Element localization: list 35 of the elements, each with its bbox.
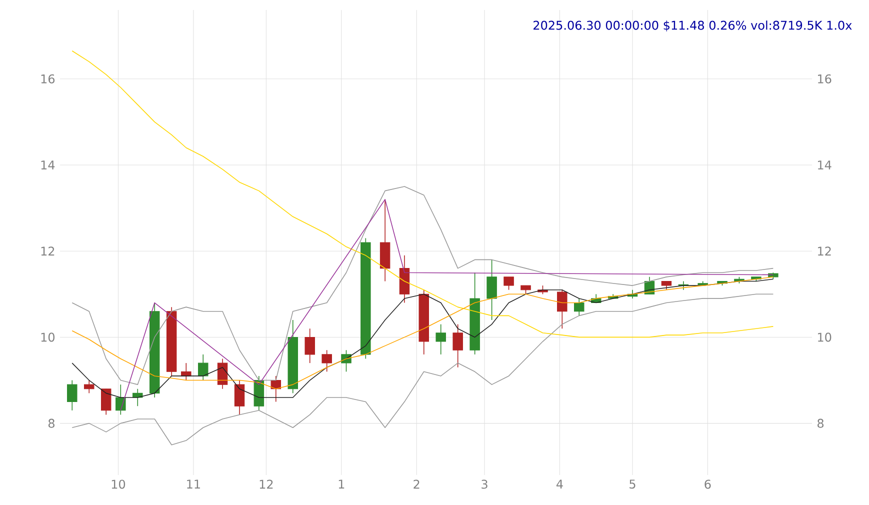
candlestick bbox=[504, 276, 514, 290]
x-tick-label: 12 bbox=[260, 480, 273, 489]
y-tick-label: 12 bbox=[41, 246, 54, 256]
y-tick-label: 14 bbox=[41, 160, 55, 170]
candlestick bbox=[322, 350, 332, 372]
candlestick bbox=[557, 289, 568, 329]
candlestick bbox=[574, 298, 584, 316]
y-tick-label: 16 bbox=[41, 74, 55, 84]
x-tick-label: 1 bbox=[338, 480, 344, 488]
candlestick bbox=[436, 324, 446, 355]
x-tick-label: 3 bbox=[482, 480, 488, 489]
candlestick bbox=[198, 354, 208, 381]
x-tick-label: 2 bbox=[414, 480, 420, 489]
text: 2025.06.30 00:00:00 $11.48 0.26% vol:8719.5K 1.0x bbox=[534, 20, 852, 32]
candlestick bbox=[304, 328, 315, 364]
y2-tick-label: 8 bbox=[818, 418, 824, 428]
y2-tick-label: 12 bbox=[818, 246, 831, 256]
y-tick-label: 10 bbox=[41, 332, 54, 342]
x-tick-label: 4 bbox=[556, 480, 563, 488]
candlestick bbox=[486, 259, 497, 320]
candlestick bbox=[67, 380, 78, 411]
candlestick bbox=[100, 388, 112, 416]
x-tick-label: 11 bbox=[187, 480, 200, 488]
x-tick-label: 6 bbox=[704, 480, 711, 489]
y2-tick-label: 14 bbox=[818, 160, 832, 170]
candlestick bbox=[452, 324, 463, 368]
y-tick-label: 8 bbox=[48, 418, 54, 428]
candlestick bbox=[234, 380, 245, 416]
y2-tick-label: 16 bbox=[818, 74, 832, 84]
candlestick bbox=[116, 384, 126, 416]
candlestick bbox=[217, 358, 228, 390]
x-tick-label: 5 bbox=[630, 480, 636, 489]
candlestick bbox=[84, 380, 94, 394]
y2-tick-label: 10 bbox=[818, 332, 832, 342]
x-tick-label: 10 bbox=[112, 480, 126, 489]
